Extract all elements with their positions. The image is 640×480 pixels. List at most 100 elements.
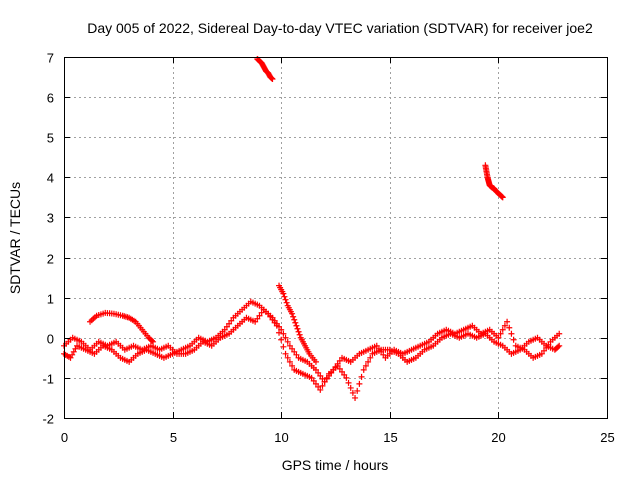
data-point xyxy=(252,318,259,325)
data-point xyxy=(543,344,550,351)
data-point xyxy=(545,341,552,348)
x-tick-label: 5 xyxy=(170,430,177,445)
y-tick-label: 4 xyxy=(47,171,54,186)
data-point xyxy=(495,334,502,341)
data-point xyxy=(228,317,235,324)
data-point xyxy=(336,365,343,372)
data-point xyxy=(334,360,341,367)
y-tick-label: 6 xyxy=(47,91,54,106)
data-point xyxy=(271,317,278,324)
grid xyxy=(64,57,607,418)
data-point xyxy=(276,323,283,330)
data-point xyxy=(336,357,343,364)
data-point xyxy=(284,338,291,345)
data-point xyxy=(280,290,287,297)
data-point xyxy=(315,383,322,390)
data-point xyxy=(373,342,380,349)
y-tick-label: 3 xyxy=(47,211,54,226)
data-point xyxy=(292,319,299,326)
y-tick-label: 5 xyxy=(47,131,54,146)
y-tick-label: -1 xyxy=(42,372,54,387)
y-tick-label: 0 xyxy=(47,332,54,347)
data-point xyxy=(328,369,335,376)
y-tick-label: 7 xyxy=(47,51,54,66)
data-point xyxy=(269,314,276,321)
data-point xyxy=(286,342,293,349)
data-point xyxy=(352,394,359,401)
data-point xyxy=(312,366,319,373)
data-point xyxy=(284,354,291,361)
data-point xyxy=(541,347,548,354)
data-point xyxy=(319,382,326,389)
data-point xyxy=(254,315,261,322)
data-point xyxy=(332,363,339,370)
data-point xyxy=(223,323,230,330)
data-point xyxy=(312,380,319,387)
data-point xyxy=(341,371,348,378)
data-point xyxy=(258,309,265,316)
x-tick-label: 0 xyxy=(61,430,68,445)
data-point xyxy=(501,322,508,329)
data-point xyxy=(290,313,297,320)
data-point xyxy=(538,350,545,357)
data-point xyxy=(148,337,155,344)
data-point xyxy=(499,326,506,333)
data-point xyxy=(345,379,352,386)
data-point xyxy=(375,345,382,352)
data-point xyxy=(380,351,387,358)
data-point xyxy=(280,343,287,350)
data-point xyxy=(497,330,504,337)
data-point xyxy=(278,326,285,333)
data-point xyxy=(289,310,296,317)
data-point xyxy=(67,354,74,361)
data-point xyxy=(367,354,374,361)
data-point xyxy=(280,330,287,337)
data-point xyxy=(221,326,228,333)
data-point xyxy=(293,351,300,358)
series-trace-b xyxy=(61,306,563,385)
data-point xyxy=(321,378,328,385)
data-point xyxy=(508,330,515,337)
data-point xyxy=(499,194,506,201)
series-trace-d xyxy=(276,282,319,365)
series-high-arc-9h xyxy=(254,56,276,83)
x-tick-label: 15 xyxy=(383,430,397,445)
data-point xyxy=(506,324,513,331)
data-point xyxy=(281,293,288,300)
y-tick-label: 1 xyxy=(47,292,54,307)
data-point xyxy=(315,369,322,376)
data-point xyxy=(291,316,298,323)
series-trace-a xyxy=(61,298,563,401)
data-point xyxy=(555,343,562,350)
x-axis-label: GPS time / hours xyxy=(282,457,389,473)
data-points xyxy=(61,56,563,401)
data-point xyxy=(69,351,76,358)
data-point xyxy=(347,384,354,391)
data-point xyxy=(289,362,296,369)
y-tick-label: 2 xyxy=(47,252,54,267)
data-point xyxy=(282,334,289,341)
data-point xyxy=(226,320,233,327)
data-point xyxy=(556,342,563,349)
chart-title: Day 005 of 2022, Sidereal Day-to-day VTE… xyxy=(87,20,593,36)
data-point xyxy=(291,348,298,355)
data-point xyxy=(504,318,511,325)
plot-frame xyxy=(64,57,608,419)
data-point xyxy=(325,372,332,379)
data-point xyxy=(556,330,563,337)
data-point xyxy=(317,372,324,379)
data-point xyxy=(282,296,289,303)
series-trace-c xyxy=(87,309,157,345)
data-point xyxy=(283,299,290,306)
data-point xyxy=(296,331,303,338)
data-point xyxy=(330,366,337,373)
data-point xyxy=(150,338,157,345)
data-point xyxy=(286,358,293,365)
data-point xyxy=(256,312,263,319)
data-point xyxy=(312,358,319,365)
data-point xyxy=(323,375,330,382)
x-tick-label: 25 xyxy=(600,430,614,445)
data-point xyxy=(289,345,296,352)
data-point xyxy=(343,374,350,381)
